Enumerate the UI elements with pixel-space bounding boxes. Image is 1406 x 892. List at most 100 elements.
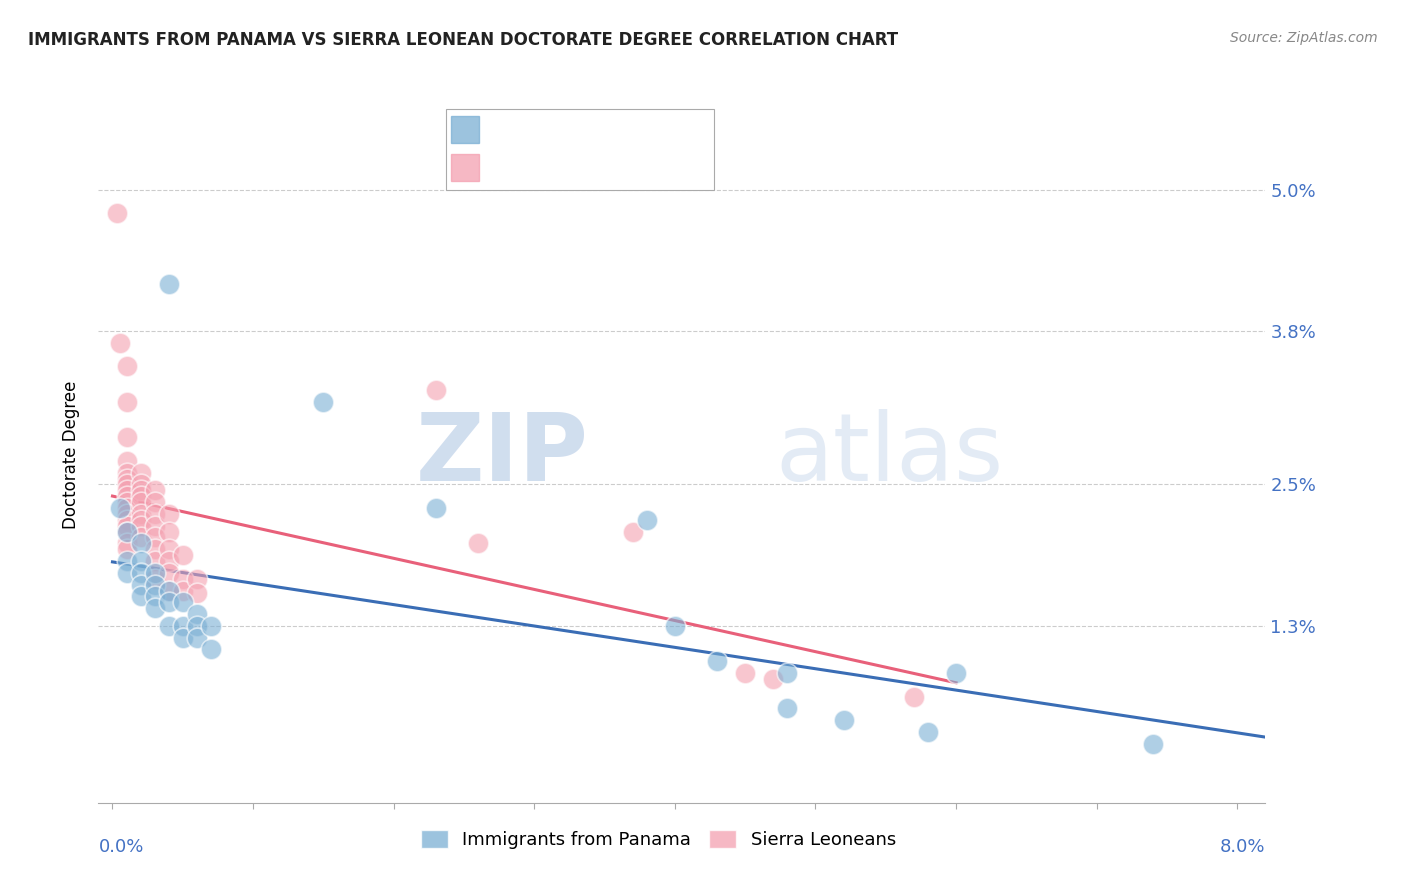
Point — [832, 713, 855, 727]
Point — [157, 277, 180, 291]
Point — [157, 524, 180, 539]
Point — [129, 554, 152, 568]
Point — [917, 725, 939, 739]
Point — [143, 554, 166, 568]
Point — [143, 601, 166, 615]
Point — [143, 572, 166, 586]
Point — [776, 701, 799, 715]
Point — [105, 206, 128, 220]
Point — [129, 483, 152, 498]
Point — [115, 430, 138, 444]
Point — [172, 631, 194, 645]
Point — [129, 477, 152, 491]
Text: Source: ZipAtlas.com: Source: ZipAtlas.com — [1230, 31, 1378, 45]
Point — [186, 586, 208, 600]
Point — [636, 513, 658, 527]
Point — [115, 466, 138, 480]
Point — [157, 566, 180, 580]
Text: IMMIGRANTS FROM PANAMA VS SIERRA LEONEAN DOCTORATE DEGREE CORRELATION CHART: IMMIGRANTS FROM PANAMA VS SIERRA LEONEAN… — [28, 31, 898, 49]
Point — [143, 590, 166, 604]
FancyBboxPatch shape — [446, 109, 714, 190]
Point — [115, 395, 138, 409]
Point — [143, 542, 166, 557]
Point — [621, 524, 644, 539]
Point — [115, 359, 138, 374]
Text: 8.0%: 8.0% — [1220, 838, 1265, 856]
Bar — [451, 153, 478, 181]
Text: R =  -0.215    N = 26: R = -0.215 N = 26 — [489, 121, 664, 139]
Point — [108, 500, 131, 515]
Point — [903, 690, 925, 704]
Point — [200, 619, 222, 633]
Point — [115, 542, 138, 557]
Point — [186, 619, 208, 633]
Point — [467, 536, 489, 550]
Point — [312, 395, 335, 409]
Point — [172, 572, 194, 586]
Point — [776, 666, 799, 681]
Point — [157, 583, 180, 598]
Point — [115, 507, 138, 521]
Point — [425, 500, 447, 515]
Point — [115, 454, 138, 468]
Point — [129, 531, 152, 545]
Text: ZIP: ZIP — [416, 409, 589, 501]
Point — [143, 495, 166, 509]
Point — [115, 500, 138, 515]
Point — [129, 536, 152, 550]
Point — [115, 524, 138, 539]
Point — [115, 566, 138, 580]
Point — [186, 607, 208, 621]
Point — [129, 495, 152, 509]
Point — [129, 513, 152, 527]
Point — [115, 483, 138, 498]
Point — [115, 518, 138, 533]
Point — [172, 619, 194, 633]
Point — [734, 666, 756, 681]
Point — [1142, 737, 1164, 751]
Text: atlas: atlas — [775, 409, 1004, 501]
Point — [186, 572, 208, 586]
Y-axis label: Doctorate Degree: Doctorate Degree — [62, 381, 80, 529]
Point — [157, 554, 180, 568]
Point — [762, 672, 785, 686]
Point — [200, 642, 222, 657]
Point — [143, 577, 166, 591]
Point — [115, 554, 138, 568]
Point — [129, 507, 152, 521]
Point — [186, 631, 208, 645]
Point — [129, 466, 152, 480]
Point — [143, 507, 166, 521]
Point — [129, 577, 152, 591]
Point — [115, 471, 138, 485]
Point — [143, 518, 166, 533]
Point — [143, 566, 166, 580]
Point — [664, 619, 686, 633]
Point — [157, 619, 180, 633]
Point — [157, 595, 180, 609]
Text: R =  -0.428    N = 53: R = -0.428 N = 53 — [489, 158, 664, 177]
Point — [172, 548, 194, 562]
Point — [115, 513, 138, 527]
Point — [129, 566, 152, 580]
Point — [172, 595, 194, 609]
Point — [172, 583, 194, 598]
Point — [129, 590, 152, 604]
Point — [157, 583, 180, 598]
Bar — [451, 116, 478, 144]
Point — [143, 531, 166, 545]
Point — [157, 542, 180, 557]
Point — [129, 489, 152, 503]
Point — [115, 489, 138, 503]
Legend: Immigrants from Panama, Sierra Leoneans: Immigrants from Panama, Sierra Leoneans — [413, 822, 904, 856]
Point — [425, 383, 447, 397]
Point — [143, 483, 166, 498]
Point — [706, 654, 728, 668]
Point — [108, 335, 131, 350]
Point — [129, 518, 152, 533]
Point — [115, 536, 138, 550]
Point — [115, 477, 138, 491]
Point — [945, 666, 967, 681]
Text: 0.0%: 0.0% — [98, 838, 143, 856]
Point — [157, 507, 180, 521]
